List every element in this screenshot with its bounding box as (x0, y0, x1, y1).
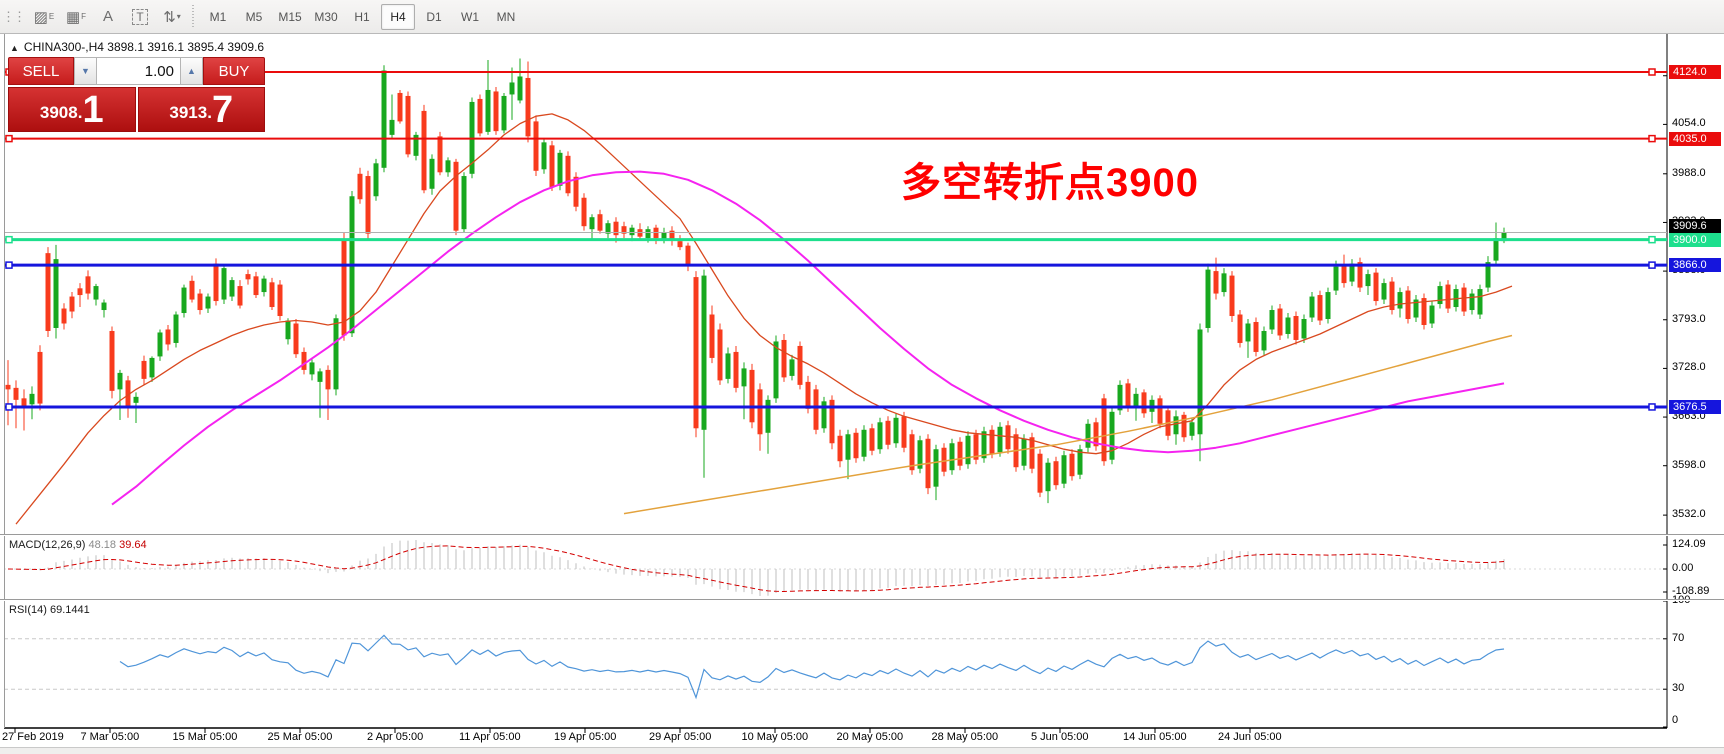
buy-price-display[interactable]: 3913. 7 (137, 87, 265, 132)
volume-increase-button[interactable]: ▲ (180, 57, 203, 85)
time-axis-label: 24 Jun 05:00 (1218, 731, 1282, 743)
rsi-axis-label: 70 (1672, 631, 1685, 644)
time-axis-label: 7 Mar 05:00 (80, 731, 140, 743)
macd-axis-label: -108.89 (1672, 585, 1710, 597)
time-axis-label: 20 May 05:00 (836, 731, 904, 743)
chart-left-border (4, 34, 5, 728)
time-axis-label: 29 Apr 05:00 (649, 731, 712, 743)
price-axis-tick: 3988.0 (1672, 166, 1706, 179)
price-level-badge: 3909.6 (1669, 219, 1721, 234)
one-click-trade-panel: SELL ▼ ▲ BUY 3908.1 3913.7 (8, 57, 265, 132)
timeframe-button-m5[interactable]: M5 (237, 4, 271, 30)
status-strip (0, 747, 1724, 754)
text-label-icon[interactable]: A (102, 8, 113, 25)
timeframe-button-m1[interactable]: M1 (201, 4, 235, 30)
timeframe-button-m30[interactable]: M30 (309, 4, 343, 30)
volume-input[interactable] (97, 57, 180, 85)
toolbar-drag-handle[interactable]: ⋮⋮ (2, 8, 26, 24)
macd-axis-label: 0.00 (1672, 562, 1694, 574)
time-axis-label: 25 Mar 05:00 (267, 731, 333, 743)
time-axis-label: 14 Jun 05:00 (1123, 731, 1187, 743)
time-axis-label: 28 May 05:00 (931, 731, 999, 743)
price-level-badge: 3676.5 (1669, 399, 1721, 414)
buy-button[interactable]: BUY (203, 57, 265, 85)
collapse-trade-panel-icon[interactable]: ▲ (10, 43, 19, 53)
time-axis-label: 10 May 05:00 (741, 731, 809, 743)
toolbar: ⋮⋮ ▨ E ▦ F A T ⇅ ▾ M1 M5 M15 M30 H1 H4 D1 W1 MN (0, 0, 1724, 34)
rsi-axis-label: 0 (1672, 714, 1679, 726)
price-level-badge: 4035.0 (1669, 131, 1721, 146)
time-axis-label: 5 Jun 05:00 (1031, 731, 1089, 743)
price-level-badge: 4124.0 (1669, 65, 1721, 79)
timeframe-button-h1[interactable]: H1 (345, 4, 379, 30)
price-axis-tick: 4054.0 (1672, 117, 1706, 130)
rsi-label: RSI(14) 69.1441 (9, 604, 90, 616)
price-axis-tick: 3598.0 (1672, 458, 1706, 471)
price-axis-tick: 3793.0 (1672, 312, 1706, 325)
price-level-badge: 3866.0 (1669, 258, 1721, 273)
time-axis-label: 19 Apr 05:00 (554, 731, 617, 743)
macd-axis-label: 124.09 (1672, 538, 1706, 550)
time-axis-label: 11 Apr 05:00 (459, 731, 521, 743)
grid-icon[interactable]: ▦ F (65, 8, 87, 26)
timeframe-buttons: M1 M5 M15 M30 H1 H4 D1 W1 MN (200, 3, 524, 30)
pane-separator[interactable] (0, 599, 1724, 601)
timeframe-button-mn[interactable]: MN (489, 4, 523, 30)
sell-price-display[interactable]: 3908. 1 (8, 87, 136, 132)
indicators-icon[interactable]: ▨ E (33, 8, 55, 26)
time-axis-label: 27 Feb 2019 (2, 731, 64, 743)
sell-button[interactable]: SELL (8, 57, 74, 85)
price-level-badge: 3900.0 (1669, 232, 1721, 247)
text-box-icon[interactable]: T (125, 4, 155, 30)
timeframe-button-w1[interactable]: W1 (453, 4, 487, 30)
chart-text-annotation[interactable]: 多空转折点3900 (901, 161, 1199, 205)
timeframe-button-h4[interactable]: H4 (381, 3, 415, 30)
time-axis-label: 2 Apr 05:00 (367, 731, 424, 743)
price-axis-tick: 3728.0 (1672, 361, 1706, 374)
macd-label: MACD(12,26,9) 48.18 39.64 (9, 539, 147, 551)
time-axis-label: 15 Mar 05:00 (172, 731, 238, 743)
price-axis-tick: 3532.0 (1672, 508, 1706, 521)
chart-title: ▲ CHINA300-,H4 3898.1 3916.1 3895.4 3909.… (10, 40, 265, 54)
volume-decrease-button[interactable]: ▼ (74, 57, 97, 85)
pane-separator[interactable] (0, 534, 1724, 536)
timeframe-button-m15[interactable]: M15 (273, 4, 307, 30)
timeframe-button-d1[interactable]: D1 (417, 4, 451, 30)
sort-order-icon[interactable]: ⇅ ▾ (163, 8, 181, 26)
rsi-axis-label: 30 (1672, 682, 1685, 695)
toolbar-separator (192, 4, 194, 29)
